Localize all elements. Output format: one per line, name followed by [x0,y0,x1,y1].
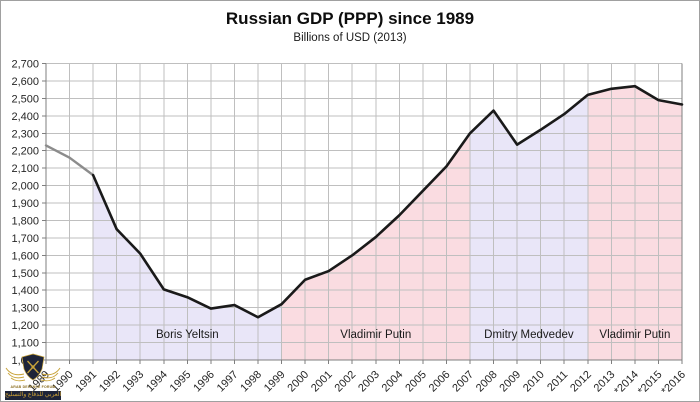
x-tick-label: *2016 [659,369,688,398]
y-tick-label: 1,800 [11,215,39,227]
forum-name-ar: المنتدى العربي للدفاع والتسليح [5,390,61,400]
x-tick-label: *2014 [612,369,641,398]
era-label: Boris Yeltsin [156,329,219,341]
x-tick-label: 2010 [521,369,547,395]
era-label: Vladimir Putin [340,329,411,341]
x-tick-label: 1997 [215,369,241,395]
x-tick-label: 2004 [380,369,406,395]
forum-crest-icon [5,353,61,382]
y-tick-label: 1,200 [11,320,39,332]
y-tick-label: 2,100 [11,163,39,175]
y-tick-label: 2,200 [11,146,39,158]
x-tick-label: 1999 [262,369,288,395]
x-tick-label: 1992 [97,369,123,395]
x-tick-label: 1993 [121,369,147,395]
y-tick-label: 2,300 [11,128,39,140]
era-label: Dmitry Medvedev [484,329,574,341]
x-tick-label: *2015 [636,369,665,398]
y-tick-label: 1,500 [11,268,39,280]
gdp-line [91,84,684,319]
x-tick-label: 2008 [474,369,500,395]
x-tick-label: 1998 [238,369,264,395]
y-tick-label: 2,000 [11,181,39,193]
y-tick-label: 2,400 [11,111,39,123]
x-tick-label: 1991 [73,369,99,395]
x-tick-label: 2012 [568,369,594,395]
forum-name-en: ARAB DEFENSE FORUM [10,385,56,389]
y-tick-label: 1,700 [11,233,39,245]
y-tick-label: 2,700 [11,59,39,71]
x-tick-label: 2003 [356,369,382,395]
x-tick-label: 1996 [191,369,217,395]
page-title: Russian GDP (PPP) since 1989 [225,9,475,28]
x-tick-label: 2006 [427,369,453,395]
x-tick-label: 2011 [545,369,570,394]
y-tick-label: 1,400 [11,285,39,297]
y-tick-label: 2,600 [11,76,39,88]
era-region [470,94,588,361]
x-tick-label: 1995 [168,369,194,395]
watermark-logo: ARAB DEFENSE FORUM المنتدى العربي للدفاع… [5,353,61,401]
x-tick-label: 2000 [285,369,311,395]
x-tick-label: 2001 [309,369,335,395]
x-tick-label: 2009 [497,369,523,395]
y-tick-label: 1,600 [11,250,39,262]
x-tick-label: 2007 [450,369,476,395]
x-tick-label: 2005 [403,369,429,395]
y-tick-label: 1,300 [11,303,39,315]
y-tick-label: 1,900 [11,198,39,210]
x-tick-label: 1994 [144,369,170,395]
page-subtitle: Billions of USD (2013) [293,32,407,44]
gdp-line-pre-1991 [44,144,95,177]
era-label: Vladimir Putin [599,329,670,341]
x-tick-label: 2002 [333,369,359,395]
y-tick-label: 2,500 [11,93,39,105]
y-tick-label: 1,100 [11,338,39,350]
